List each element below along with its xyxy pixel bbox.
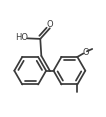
Text: HO: HO (16, 33, 29, 42)
Text: O: O (47, 20, 53, 29)
Text: O: O (82, 48, 89, 57)
